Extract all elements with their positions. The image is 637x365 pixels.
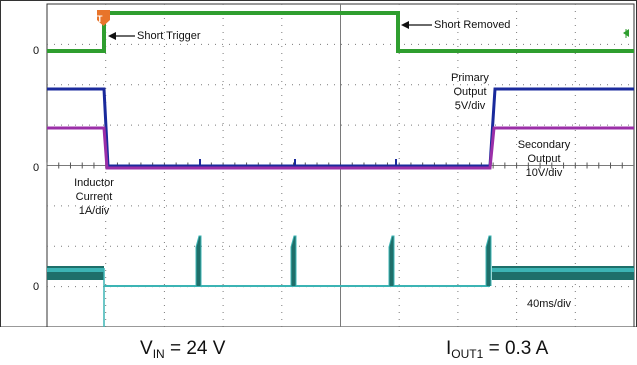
timebase-label: 40ms/div — [527, 298, 572, 310]
ch4-pulse — [195, 235, 202, 286]
oscilloscope-screen: 0 0 0 T Short Trigger Short Removed Prim… — [0, 0, 637, 327]
ch4-pulse — [485, 235, 492, 286]
vin-symbol: V — [140, 338, 153, 359]
ch4-band-before-hi — [47, 268, 104, 272]
ch1-zero-marker: 0 — [33, 45, 40, 57]
primary-output-line2: Output — [453, 86, 487, 98]
secondary-output-line3: 10V/div — [525, 167, 563, 179]
short-trigger-label: Short Trigger — [137, 30, 201, 42]
secondary-output-line2: Output — [527, 153, 561, 165]
iout-value: = 0.3 A — [483, 338, 549, 359]
primary-output-line1: Primary — [451, 72, 489, 84]
primary-output-label: Primary Output 5V/div — [434, 71, 506, 113]
secondary-output-label: Secondary Output 10V/div — [506, 138, 582, 180]
primary-output-line3: 5V/div — [454, 100, 486, 112]
vin-caption: VIN = 24 V — [140, 338, 225, 361]
scope-display — [0, 0, 637, 327]
iout-caption: IOUT1 = 0.3 A — [446, 338, 548, 361]
inductor-current-label: Inductor Current 1A/div — [58, 176, 130, 218]
inductor-current-line1: Inductor — [74, 177, 114, 189]
trigger-marker-letter: T — [97, 14, 103, 24]
secondary-output-line1: Secondary — [517, 139, 571, 151]
ch1-trace — [47, 11, 634, 53]
ch4-zero-marker: 0 — [33, 281, 40, 293]
trigger-marker — [97, 10, 110, 26]
inductor-current-line2: Current — [75, 191, 113, 203]
iout-subscript: OUT1 — [451, 347, 484, 361]
iout-symbol: I — [446, 338, 452, 359]
ch2-trace — [47, 87, 634, 168]
inductor-current-line3: 1A/div — [78, 205, 110, 217]
short-removed-arrowhead — [401, 21, 409, 29]
vin-value: = 24 V — [164, 338, 226, 359]
annotation-arrows — [108, 21, 432, 40]
ch4-band-after-hi — [492, 268, 634, 272]
short-trigger-arrowhead — [108, 32, 116, 40]
ch4-pulse — [290, 235, 297, 286]
ch2-zero-marker: 0 — [33, 162, 40, 174]
vin-subscript: IN — [152, 347, 165, 361]
short-removed-label: Short Removed — [434, 19, 511, 31]
ch4-pulse — [388, 235, 395, 286]
ch3-trace — [47, 126, 634, 170]
waveform-traces — [47, 10, 634, 327]
